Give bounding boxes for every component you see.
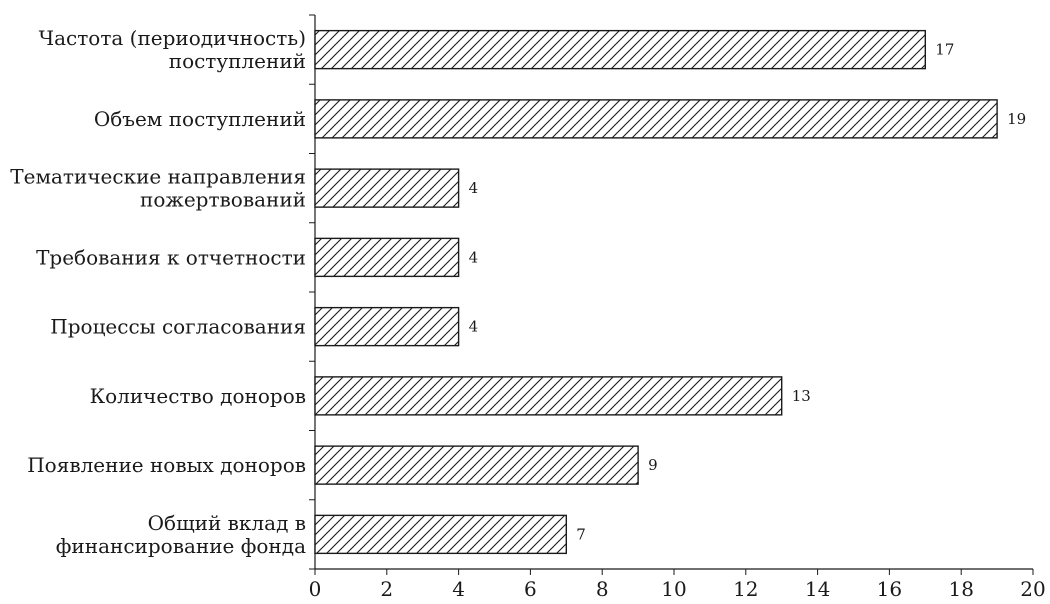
data-label: 17 bbox=[935, 41, 954, 59]
x-tick-label: 6 bbox=[524, 577, 537, 601]
data-label: 13 bbox=[792, 387, 811, 405]
data-label: 9 bbox=[648, 456, 658, 474]
bar bbox=[314, 99, 998, 139]
category-label: Количество доноров bbox=[90, 384, 306, 408]
category-label: Процессы согласования bbox=[50, 315, 306, 339]
x-tick-label: 12 bbox=[733, 577, 758, 601]
bar bbox=[314, 237, 460, 278]
x-tick-label: 10 bbox=[661, 577, 686, 601]
x-tick-label: 8 bbox=[596, 577, 609, 601]
category-label: Требования к отчетности bbox=[36, 245, 306, 269]
bar bbox=[314, 168, 460, 208]
category-label: Объем поступлений bbox=[94, 107, 306, 131]
bar bbox=[314, 514, 568, 555]
category-label: Общий вклад в финансирование фонда bbox=[56, 511, 306, 558]
x-tick-label: 14 bbox=[805, 577, 830, 601]
x-tick-label: 0 bbox=[309, 577, 322, 601]
bar bbox=[314, 29, 926, 70]
data-label: 4 bbox=[469, 248, 479, 266]
bar bbox=[314, 306, 460, 347]
data-label: 19 bbox=[1007, 110, 1026, 128]
category-label: Появление новых доноров bbox=[27, 453, 306, 477]
x-tick-label: 4 bbox=[452, 577, 465, 601]
x-tick-label: 20 bbox=[1020, 577, 1045, 601]
category-label: Частота (периодичность) поступлений bbox=[39, 26, 306, 73]
data-label: 4 bbox=[469, 318, 479, 336]
x-tick-label: 18 bbox=[948, 577, 973, 601]
x-tick-label: 2 bbox=[380, 577, 393, 601]
category-label: Тематические направления пожертвований bbox=[10, 165, 306, 212]
plot-area: 0 2 4 6 8 10 12 14 16 18 20 Частота (периодичность)… bbox=[10, 14, 1046, 601]
data-label: 7 bbox=[576, 525, 586, 543]
data-label: 4 bbox=[469, 179, 479, 197]
bar bbox=[314, 376, 783, 416]
x-tick-label: 16 bbox=[877, 577, 902, 601]
bar bbox=[314, 445, 639, 485]
